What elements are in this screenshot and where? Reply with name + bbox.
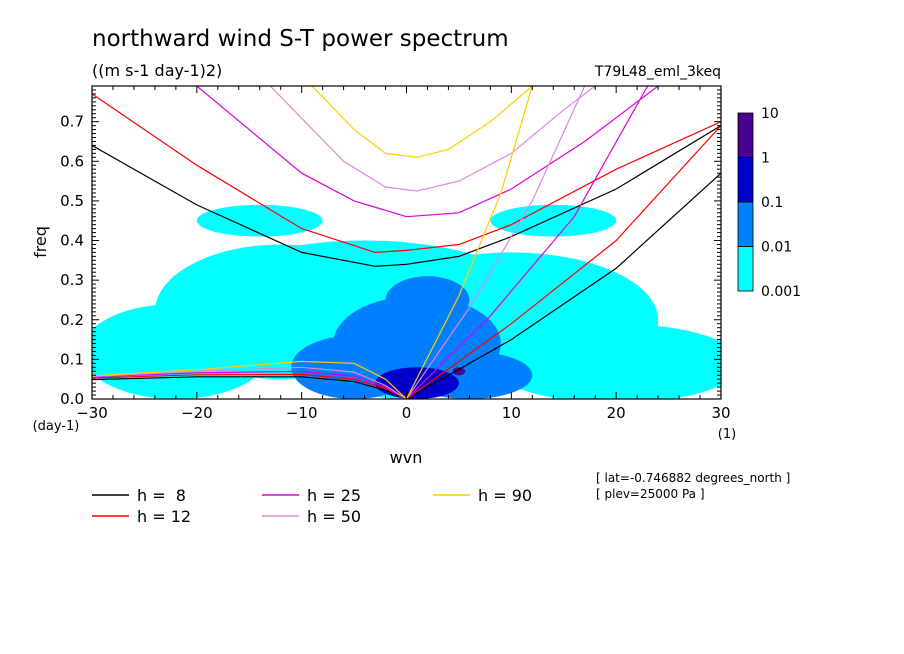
colorbar-level-label: 1 (761, 151, 770, 167)
contour-region-13 (452, 367, 466, 376)
colorbar-level-label: 0.001 (761, 284, 801, 300)
x-unit-label: (1) (718, 427, 736, 442)
legend-label: h = 8 (137, 486, 186, 505)
colorbar-segment (737, 201, 754, 247)
legend-label: h = 90 (478, 486, 532, 505)
y-unit-label: (day-1) (33, 419, 80, 434)
x-tick-label: 30 (711, 404, 730, 422)
colorbar-level-label: 0.1 (761, 195, 783, 211)
contour-region-5 (490, 323, 721, 399)
dispersion-curve-h12-11 (92, 373, 407, 399)
x-tick-label: 20 (607, 404, 626, 422)
latitude-info: [ lat=-0.746882 degrees_north ] (596, 471, 790, 485)
dispersion-curve-h90-14 (92, 360, 407, 399)
pressure-level-info: [ plev=25000 Pa ] (596, 487, 705, 501)
dispersion-curve-h8-5 (406, 172, 721, 399)
legend-label: h = 50 (307, 507, 361, 526)
dispersion-curve-h8-10 (92, 376, 407, 399)
dispersion-curve-h90-9 (405, 86, 533, 399)
dispersion-curve-h12-6 (406, 125, 721, 399)
dispersion-curve-h50-3 (269, 86, 596, 192)
dispersion-curve-h25-12 (92, 370, 407, 399)
colorbar-segment (737, 157, 754, 203)
legend-label: h = 25 (307, 486, 361, 505)
colorbar-level-label: 10 (761, 106, 779, 122)
x-tick-label: −10 (286, 404, 318, 422)
y-tick-label: 0.1 (60, 350, 84, 368)
dispersion-curves-layer (92, 86, 721, 399)
y-tick-label: 0.2 (60, 311, 84, 329)
colorbar-level-label: 0.01 (761, 240, 792, 256)
colorbar: 0.001 0.01 0.1 1 10 (737, 106, 801, 300)
contour-region-6 (196, 204, 323, 237)
x-tick-label: 0 (402, 404, 412, 422)
colorbar-segment (737, 246, 754, 292)
contour-region-7 (490, 204, 617, 237)
x-tick-label: −20 (181, 404, 213, 422)
dispersion-curve-h25-2 (196, 86, 659, 218)
y-tick-label: 0.6 (60, 152, 84, 170)
dispersion-curve-h50-8 (406, 86, 586, 399)
x-tick-label: 10 (502, 404, 521, 422)
dispersion-curve-h12-1 (92, 93, 721, 254)
y-axis-label: freq (31, 226, 50, 258)
y-tick-label: 0.4 (60, 232, 84, 250)
axis-ticks: −30 −20 −10 0 10 20 30 0.0 0.1 0.2 0.3 0.4 0.5 0.6 0.7 (60, 86, 731, 422)
dispersion-curve-h50-13 (92, 366, 407, 399)
y-tick-label: 0.0 (60, 390, 84, 408)
contour-region-4 (92, 303, 271, 399)
dispersion-curve-h25-7 (406, 86, 649, 399)
y-tick-label: 0.7 (60, 113, 84, 131)
contour-region-11 (385, 276, 470, 324)
x-tick-label: −30 (76, 404, 108, 422)
dispersion-curve-h90-4 (311, 86, 533, 158)
chart-title: northward wind S-T power spectrum (92, 26, 509, 52)
legend: h = 8 h = 12 h = 25 h = 50 h = 90 (92, 486, 532, 526)
experiment-label: T79L48_eml_3keq (594, 64, 721, 80)
y-tick-label: 0.3 (60, 271, 84, 289)
x-axis-label: wvn (390, 448, 423, 467)
legend-label: h = 12 (137, 507, 191, 526)
contour-fill-layer (92, 204, 721, 399)
colorbar-segment (737, 112, 754, 158)
chart-subtitle: ((m s-1 day-1)2) (92, 61, 222, 80)
y-tick-label: 0.5 (60, 192, 84, 210)
